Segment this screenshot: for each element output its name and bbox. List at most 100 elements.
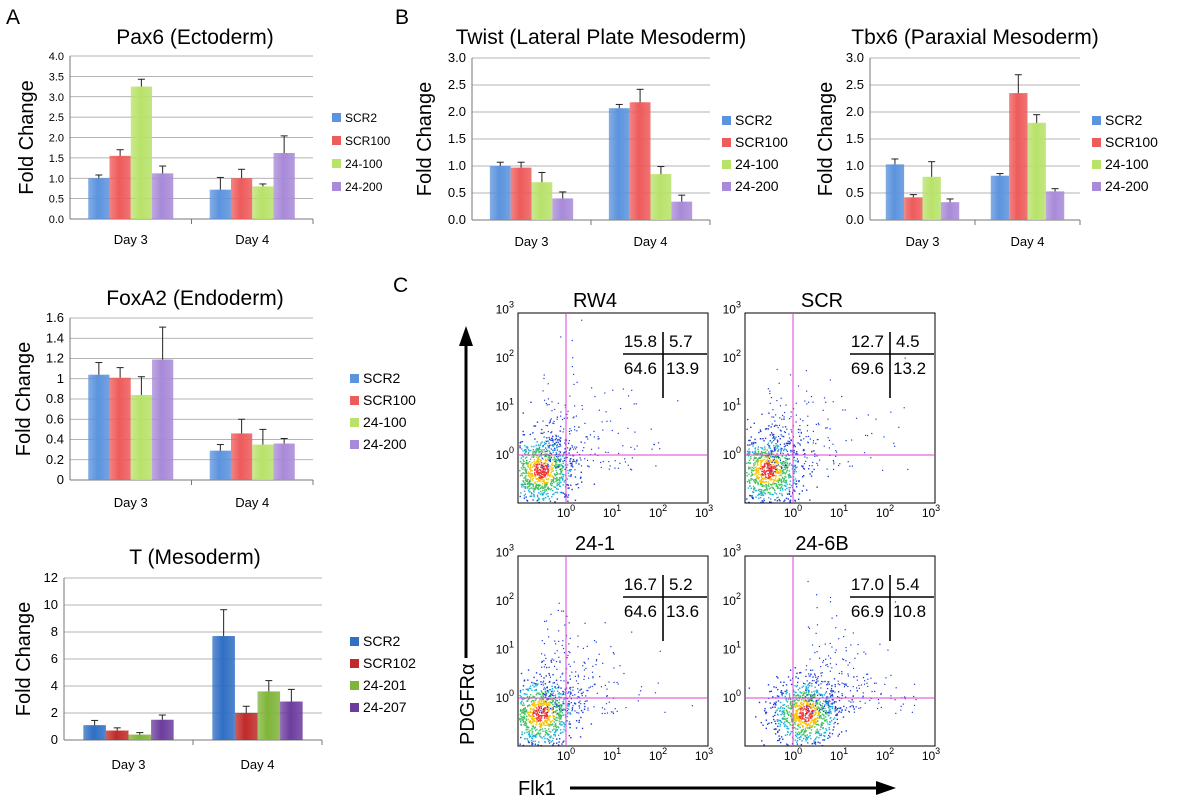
facs-dot — [785, 467, 787, 469]
facs-dot — [760, 450, 763, 453]
facs-dot — [541, 478, 544, 481]
facs-dot — [772, 482, 775, 484]
facs-dot — [836, 718, 839, 721]
facs-dot — [533, 469, 536, 471]
facs-dot — [612, 389, 614, 391]
facs-dot — [833, 463, 835, 465]
facs-dot — [815, 723, 817, 726]
facs-dot — [797, 442, 799, 444]
y-tick-label: 0.2 — [46, 452, 64, 467]
facs-dot — [539, 693, 542, 695]
facs-dot — [786, 461, 788, 463]
facs-dot — [544, 470, 546, 472]
facs-dot — [823, 397, 826, 399]
facs-dot — [546, 697, 548, 700]
facs-dot — [781, 418, 783, 420]
facs-dot — [823, 717, 825, 719]
facs-dot — [811, 685, 813, 687]
facs-dot — [587, 690, 589, 692]
facs-dot — [540, 459, 542, 461]
facs-dot — [533, 717, 535, 720]
facs-dot — [537, 448, 539, 451]
facs-dot — [563, 698, 565, 701]
facs-dot — [777, 481, 780, 484]
facs-dot — [538, 692, 540, 694]
facs-dot — [519, 475, 522, 477]
facs-dot — [776, 368, 778, 371]
facs-dot — [774, 467, 776, 469]
facs-dot — [801, 703, 803, 705]
facs-dot — [775, 436, 777, 438]
facs-dot — [542, 710, 545, 713]
facs-dot — [805, 713, 807, 715]
facs-dot — [832, 401, 834, 403]
facs-dot — [820, 693, 822, 696]
facs-dot — [546, 714, 549, 716]
facs-dot — [527, 699, 529, 701]
facs-dot — [798, 707, 800, 709]
facs-dot — [550, 721, 552, 724]
facs-dot — [785, 719, 788, 722]
facs-dot — [542, 489, 544, 492]
facs-dot — [562, 455, 564, 457]
facs-dot — [556, 416, 558, 418]
facs-dot — [789, 679, 792, 681]
facs-dot — [519, 743, 521, 745]
facs-dot — [563, 693, 565, 695]
facs-dot — [878, 702, 880, 704]
facs-dot — [865, 434, 867, 436]
facs-dot — [802, 466, 804, 468]
facs-dot — [595, 641, 597, 643]
facs-dot — [541, 702, 543, 705]
facs-dot — [811, 683, 813, 685]
facs-dot — [552, 464, 555, 467]
facs-dot — [559, 661, 561, 664]
facs-dot — [839, 463, 841, 465]
facs-dot — [752, 469, 755, 472]
facs-dot — [822, 707, 824, 710]
facs-dot — [768, 457, 771, 460]
facs-dot — [529, 715, 532, 718]
facs-dot — [820, 715, 822, 718]
facs-dot — [778, 465, 781, 468]
facs-dot — [564, 688, 566, 690]
facs-dot — [769, 471, 771, 473]
facs-dot — [540, 464, 543, 466]
legend-label: SCR2 — [363, 370, 401, 386]
x-tick-label: 103 — [695, 746, 713, 763]
facs-dot — [551, 709, 554, 711]
facs-dot — [807, 688, 809, 690]
facs-dot — [524, 706, 526, 709]
facs-dot — [537, 717, 539, 719]
facs-dot — [559, 415, 562, 417]
facs-dot — [526, 480, 528, 482]
facs-dot — [810, 395, 813, 398]
facs-dot — [571, 444, 573, 447]
facs-dot — [850, 644, 852, 646]
facs-dot — [564, 468, 566, 470]
facs-dot — [542, 458, 544, 461]
facs-dot — [558, 445, 560, 448]
facs-dot — [870, 677, 872, 679]
facs-dot — [779, 443, 781, 446]
facs-dot — [784, 695, 786, 698]
facs-dot — [579, 457, 581, 459]
facs-dot — [772, 434, 774, 437]
facs-dot — [783, 418, 785, 420]
y-tick-exponent: 1 — [509, 397, 514, 407]
facs-dot — [542, 702, 545, 704]
facs-dot — [776, 400, 778, 402]
facs-dot — [805, 701, 808, 703]
facs-dot — [805, 687, 807, 690]
facs-dot — [775, 459, 777, 461]
facs-dot — [552, 700, 554, 702]
facs-dot — [538, 492, 540, 494]
facs-dot — [562, 640, 564, 642]
facs-dot — [815, 690, 817, 692]
facs-dot — [549, 421, 551, 423]
facs-dot — [813, 714, 815, 717]
facs-dot — [788, 711, 790, 713]
facs-dot — [822, 710, 825, 713]
facs-dot — [573, 661, 575, 663]
facs-dot — [810, 737, 812, 740]
